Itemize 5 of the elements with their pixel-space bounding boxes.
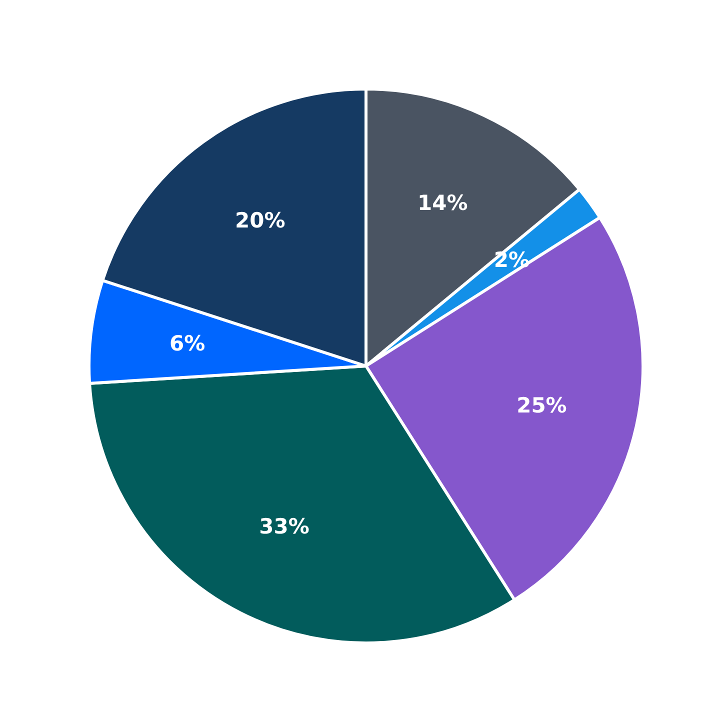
data-label: 14% xyxy=(418,191,468,216)
data-label: 25% xyxy=(516,393,567,418)
data-label: 33% xyxy=(259,514,310,538)
data-label: 6% xyxy=(170,331,206,356)
data-label: 20% xyxy=(235,208,286,232)
